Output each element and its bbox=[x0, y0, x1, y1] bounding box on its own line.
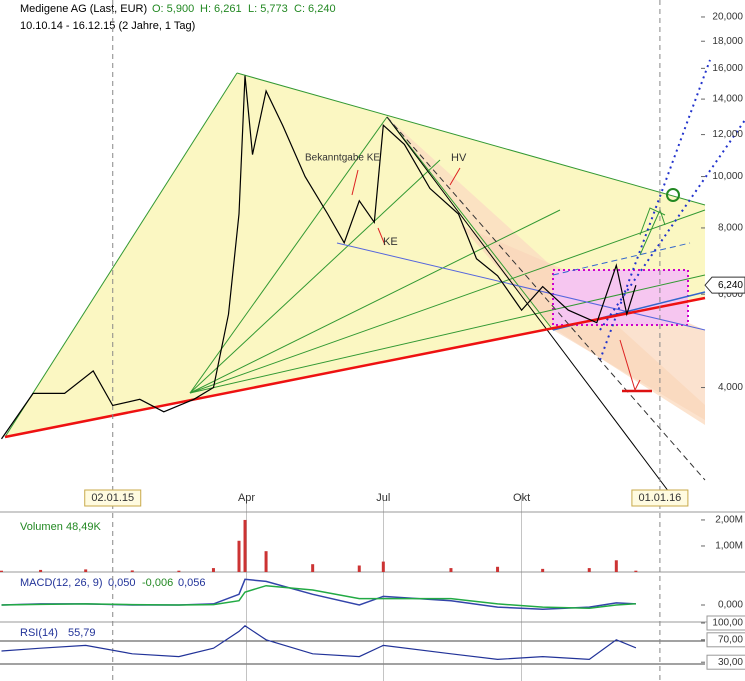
macd-value: 0,056 bbox=[178, 577, 206, 589]
bar bbox=[243, 519, 247, 572]
rsi-last: 55,79 bbox=[68, 627, 96, 639]
macd-title: MACD(12, 26, 9) bbox=[20, 577, 103, 589]
bar bbox=[237, 540, 241, 572]
header-name: Medigene AG (Last, EUR) bbox=[20, 3, 147, 15]
bar bbox=[381, 561, 385, 572]
bar bbox=[177, 570, 181, 572]
y-tick-label: 30,00 bbox=[718, 657, 743, 668]
header-high: H: 6,261 bbox=[200, 3, 242, 15]
y-tick-label: 6,000 bbox=[718, 289, 743, 300]
annotation: Bekanntgabe KE bbox=[305, 153, 380, 164]
y-tick-label: 16,000 bbox=[712, 63, 743, 74]
y-tick-label: 70,00 bbox=[718, 634, 743, 645]
header-low: L: 5,773 bbox=[248, 3, 288, 15]
header-close: C: 6,240 bbox=[294, 3, 336, 15]
bar bbox=[264, 551, 268, 572]
bar bbox=[449, 568, 453, 572]
y-tick-label: 14,000 bbox=[712, 94, 743, 105]
line bbox=[1, 75, 637, 440]
y-tick-label: 2,00M bbox=[715, 515, 743, 526]
bar bbox=[496, 566, 500, 572]
y-tick-label: 100,00 bbox=[712, 618, 743, 629]
y-tick-label: 1,00M bbox=[715, 541, 743, 552]
bar bbox=[130, 570, 134, 572]
y-tick-label: 12,000 bbox=[712, 129, 743, 140]
bar bbox=[541, 568, 545, 572]
annotation: KE bbox=[383, 236, 398, 248]
line bbox=[1, 584, 636, 609]
x-tick-label: 02.01.15 bbox=[91, 492, 134, 504]
bar bbox=[587, 568, 591, 572]
bar bbox=[614, 560, 618, 572]
y-tick-box bbox=[706, 654, 745, 670]
bar bbox=[84, 569, 88, 572]
x-tick-label: Okt bbox=[513, 492, 530, 504]
y-tick-label: 10,000 bbox=[712, 171, 743, 182]
rsi-title: RSI(14) bbox=[20, 627, 58, 639]
bar bbox=[311, 564, 315, 572]
volume-last: 48,49K bbox=[66, 521, 102, 533]
volume-title: Volumen bbox=[20, 521, 63, 533]
y-tick-label: 20,000 bbox=[712, 12, 743, 23]
header-open: O: 5,900 bbox=[152, 3, 194, 15]
drawings bbox=[0, 59, 745, 665]
x-tick-label: Jul bbox=[376, 492, 390, 504]
bar bbox=[211, 568, 215, 572]
line bbox=[1, 625, 637, 661]
bar bbox=[39, 569, 43, 572]
y-tick-box bbox=[706, 632, 745, 648]
price-tag bbox=[704, 276, 745, 294]
x-tick-label: 01.01.16 bbox=[638, 492, 681, 504]
y-tick-box bbox=[706, 615, 745, 631]
macd-value: -0,006 bbox=[142, 577, 173, 589]
x-tick-box bbox=[84, 489, 142, 507]
y-tick-label: 4,000 bbox=[718, 382, 743, 393]
macd-value: 0,050 bbox=[108, 577, 136, 589]
x-tick-label: Apr bbox=[238, 492, 255, 504]
annotation: HV bbox=[451, 152, 467, 164]
y-tick-label: 18,000 bbox=[712, 36, 743, 47]
y-tick-label: 0,000 bbox=[718, 600, 743, 611]
bar bbox=[634, 570, 638, 572]
bar bbox=[0, 570, 4, 572]
y-tick-label: 8,000 bbox=[718, 223, 743, 234]
header-range: 10.10.14 - 16.12.15 (2 Jahre, 1 Tag) bbox=[20, 20, 195, 32]
bar bbox=[357, 565, 361, 572]
price-tag-label: 6,240 bbox=[718, 280, 743, 291]
x-tick-box bbox=[631, 489, 689, 507]
